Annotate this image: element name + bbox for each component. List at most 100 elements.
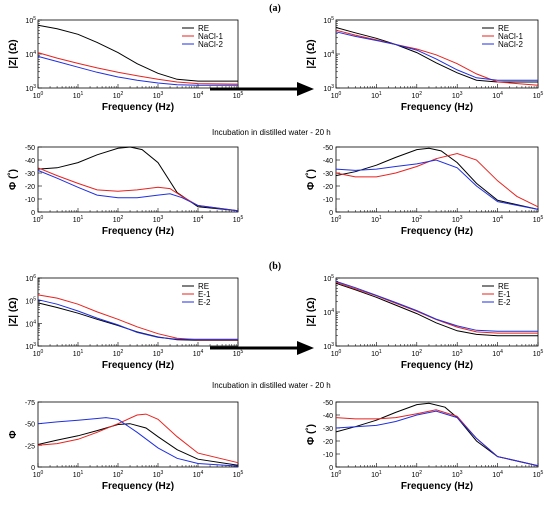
- y-tick-label: -50: [25, 145, 35, 152]
- x-tick-label: 100: [331, 91, 342, 100]
- y-tick-label: -10: [25, 197, 35, 204]
- x-tick-label: 104: [193, 91, 204, 100]
- x-tick-label: 100: [331, 215, 342, 224]
- x-axis-label: Frequency (Hz): [401, 226, 473, 237]
- x-tick-label: 101: [371, 91, 382, 100]
- y-tick-label: 105: [323, 16, 334, 25]
- y-tick-label: -50: [323, 400, 333, 407]
- series-line-nacl-1: [335, 29, 539, 86]
- y-axis-label: |Z| (Ω): [8, 297, 19, 326]
- series-line-nacl-1: [37, 167, 239, 212]
- plot-frame: [37, 401, 239, 468]
- y-tick-label: -10: [323, 452, 333, 459]
- plot-frame: [335, 401, 539, 468]
- x-tick-label: 104: [193, 349, 204, 358]
- series-line-re: [37, 302, 238, 341]
- y-tick-label: -30: [323, 171, 333, 178]
- x-tick-label: 102: [412, 215, 423, 224]
- y-tick-label: -10: [323, 197, 333, 204]
- x-tick-label: 102: [412, 349, 423, 358]
- x-axis-label: Frequency (Hz): [401, 360, 473, 371]
- chart-b-mod-before: 100 101 102 103 104 105 103 104 105 106 Frequency …: [8, 274, 244, 371]
- legend-label-re: RE: [198, 24, 209, 33]
- x-tick-label: 102: [113, 91, 124, 100]
- y-tick-label: 104: [323, 308, 334, 317]
- legend-label-re: RE: [498, 24, 509, 33]
- chart-b-phase-before: 100 101 102 103 104 105 0 -25 -50 -75 Frequency (H…: [8, 400, 244, 492]
- series-line-e-2: [37, 417, 239, 467]
- arrow-b: [210, 341, 314, 355]
- x-tick-label: 101: [73, 349, 84, 358]
- series-line-re: [37, 423, 239, 466]
- chart-a-phase-after: 100 101 102 103 104 105 0 -10 -20 -30 -40 -50 Freque…: [305, 145, 544, 237]
- x-axis-label: Frequency (Hz): [102, 360, 174, 371]
- series-line-nacl-2: [37, 169, 239, 212]
- y-axis-label: Φ (˚): [7, 169, 19, 190]
- y-axis-label: Φ (˚): [305, 424, 317, 445]
- legend-label-e-2: E-2: [198, 298, 211, 307]
- x-tick-label: 100: [33, 470, 44, 479]
- y-tick-label: 105: [323, 274, 334, 283]
- x-tick-label: 103: [452, 349, 463, 358]
- y-tick-label: -40: [323, 158, 333, 165]
- y-tick-label: 0: [31, 465, 35, 472]
- x-tick-label: 100: [33, 91, 44, 100]
- y-tick-label: 104: [25, 50, 36, 59]
- x-tick-label: 102: [412, 91, 423, 100]
- y-tick-label: -50: [25, 422, 35, 429]
- x-axis-label: Frequency (Hz): [102, 481, 174, 492]
- x-tick-label: 104: [492, 349, 503, 358]
- series-line-re: [37, 24, 238, 82]
- legend-label-nacl-1: NaCl-1: [198, 32, 223, 41]
- x-tick-label: 101: [371, 349, 382, 358]
- y-tick-label: 105: [25, 297, 36, 306]
- arrow-a: [210, 82, 314, 96]
- chart-a-phase-before: 100 101 102 103 104 105 0 -10 -20 -30 -40 -50 Freque…: [7, 145, 244, 237]
- y-tick-label: 103: [323, 84, 334, 93]
- x-tick-label: 101: [73, 470, 84, 479]
- x-tick-label: 101: [73, 215, 84, 224]
- y-tick-label: 106: [25, 274, 36, 283]
- x-tick-label: 102: [113, 470, 124, 479]
- y-axis-label: |Z| (Ω): [306, 297, 317, 326]
- y-tick-label: -50: [323, 145, 333, 152]
- series-line-re: [335, 27, 538, 83]
- x-tick-label: 102: [113, 349, 124, 358]
- series-line-e-2: [335, 410, 539, 467]
- x-tick-label: 101: [371, 215, 382, 224]
- x-tick-label: 100: [331, 470, 342, 479]
- x-tick-label: 103: [452, 91, 463, 100]
- legend-label-e-1: E-1: [198, 290, 211, 299]
- series-line-e-2: [335, 280, 538, 332]
- chart-a-mod-before: 100 101 102 103 104 105 103 104 105 Frequency (Hz…: [8, 16, 244, 113]
- x-tick-label: 102: [412, 470, 423, 479]
- legend-label-e-1: E-1: [498, 290, 511, 299]
- legend-label-nacl-2: NaCl-2: [198, 40, 223, 49]
- x-tick-label: 105: [533, 349, 544, 358]
- y-tick-label: -75: [25, 400, 35, 407]
- y-tick-label: 0: [329, 465, 333, 472]
- panel-label-b: (b): [269, 261, 281, 272]
- x-tick-label: 100: [33, 349, 44, 358]
- y-tick-label: 103: [25, 342, 36, 351]
- x-tick-label: 101: [371, 470, 382, 479]
- y-axis-label: |Z| (Ω): [306, 39, 317, 68]
- x-tick-label: 100: [331, 349, 342, 358]
- y-tick-label: -30: [25, 171, 35, 178]
- series-line-re: [335, 402, 539, 467]
- series-line-nacl-2: [335, 159, 539, 210]
- y-tick-label: -40: [323, 413, 333, 420]
- x-tick-label: 104: [193, 470, 204, 479]
- x-tick-label: 103: [153, 91, 164, 100]
- legend-label-nacl-1: NaCl-1: [498, 32, 523, 41]
- y-tick-label: 0: [31, 210, 35, 217]
- y-tick-label: 103: [25, 84, 36, 93]
- plot-frame: [37, 146, 239, 213]
- x-tick-label: 100: [33, 215, 44, 224]
- x-tick-label: 105: [233, 349, 244, 358]
- y-tick-label: -20: [323, 439, 333, 446]
- legend-label-re: RE: [498, 282, 509, 291]
- plot-frame: [37, 277, 239, 347]
- chart-a-mod-after: 100 101 102 103 104 105 103 104 105 Frequency (Hz…: [306, 16, 544, 113]
- x-tick-label: 104: [193, 215, 204, 224]
